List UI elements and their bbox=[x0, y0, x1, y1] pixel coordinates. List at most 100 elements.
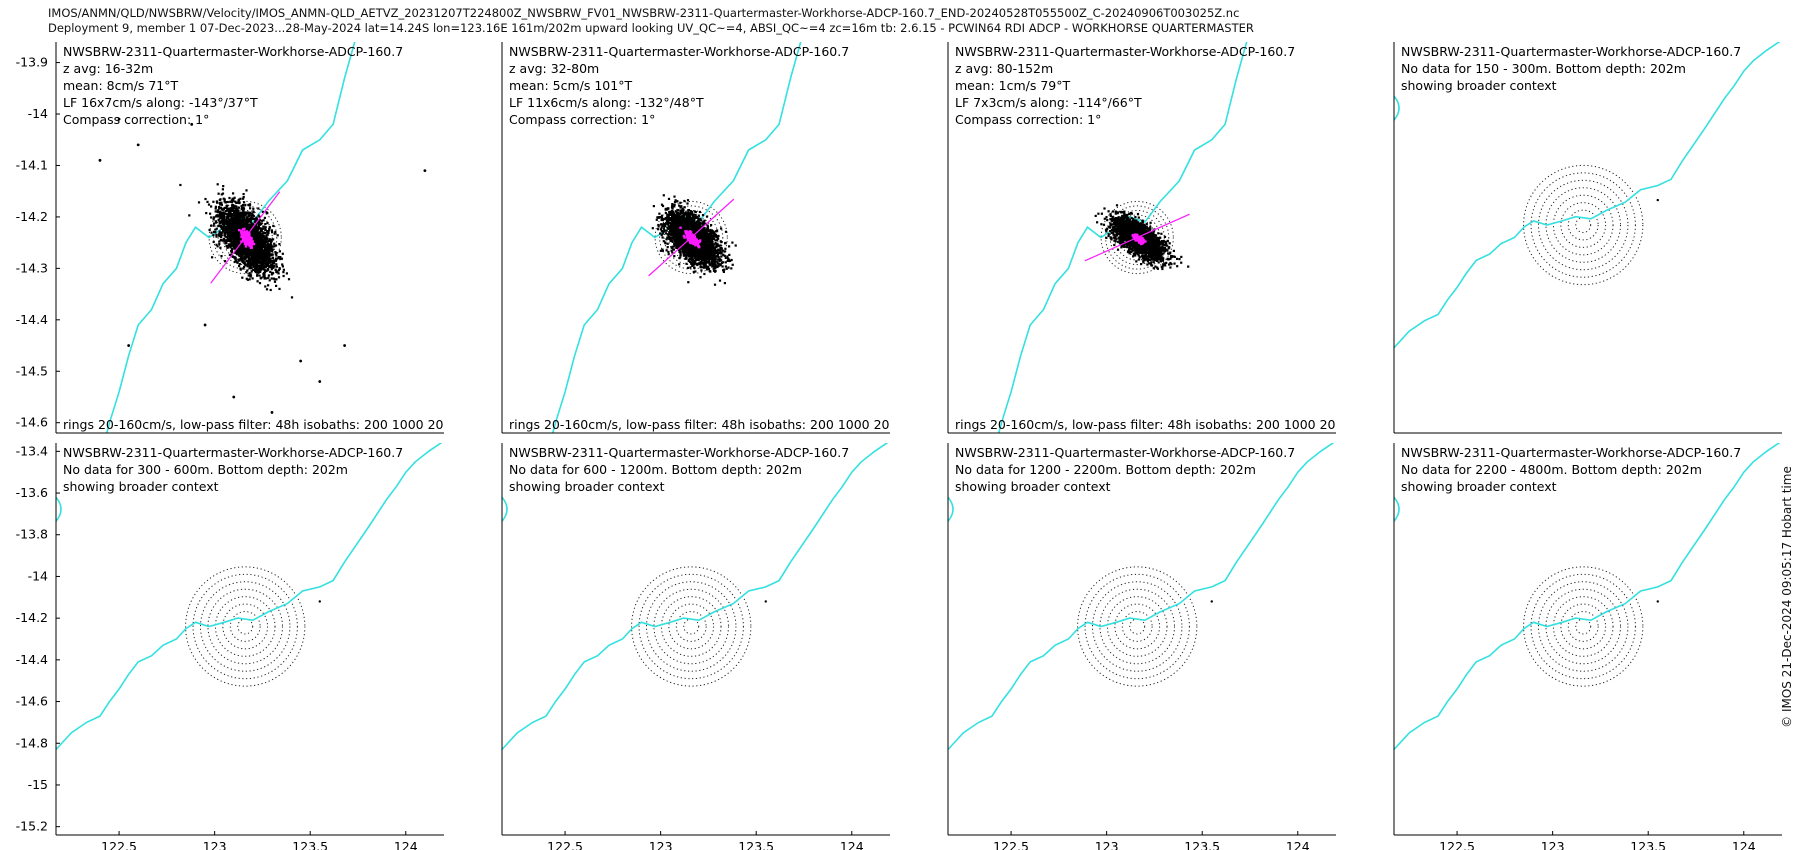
lowpass-point bbox=[246, 240, 249, 243]
scatter-point bbox=[212, 224, 215, 227]
scatter-point bbox=[216, 183, 219, 186]
y-tick-label: -14.6 bbox=[16, 415, 48, 430]
scatter-point bbox=[270, 246, 273, 249]
scatter-point bbox=[269, 270, 272, 273]
scatter-point bbox=[214, 205, 217, 208]
scatter-point bbox=[221, 222, 225, 225]
scatter-point bbox=[723, 268, 726, 271]
scatter-point bbox=[718, 259, 721, 263]
scatter-point bbox=[234, 214, 238, 217]
scatter-point bbox=[257, 214, 260, 217]
scatter-point bbox=[277, 269, 280, 272]
scatter-point bbox=[256, 280, 259, 283]
scatter-point bbox=[220, 224, 223, 227]
scatter-point bbox=[264, 236, 267, 239]
scatter-point bbox=[707, 230, 710, 233]
scatter-point bbox=[671, 210, 675, 213]
scatter-point bbox=[253, 234, 256, 237]
scatter-point bbox=[221, 216, 224, 219]
scatter-point bbox=[254, 232, 257, 235]
scatter-point bbox=[670, 230, 673, 233]
scatter-point bbox=[279, 256, 282, 259]
scatter-point bbox=[709, 251, 713, 254]
scatter-point bbox=[662, 227, 665, 230]
scatter-point bbox=[250, 261, 253, 264]
scatter-point bbox=[233, 241, 236, 245]
scatter-point bbox=[264, 247, 267, 250]
lowpass-point bbox=[244, 245, 248, 248]
scatter-point bbox=[226, 235, 230, 238]
scatter-point bbox=[223, 234, 226, 237]
scatter-point bbox=[716, 244, 719, 247]
scatter-point bbox=[257, 236, 260, 239]
scatter-point bbox=[287, 278, 291, 281]
scatter-point bbox=[262, 225, 265, 228]
scatter-point bbox=[232, 192, 235, 195]
scatter-point bbox=[253, 220, 256, 223]
scatter-point bbox=[671, 251, 674, 254]
scatter-point bbox=[215, 233, 218, 236]
scatter-point bbox=[223, 217, 226, 220]
scatter-point bbox=[244, 214, 247, 217]
scatter-point bbox=[264, 256, 268, 259]
scatter-point bbox=[234, 251, 237, 254]
scatter-point bbox=[734, 244, 737, 247]
scatter-point bbox=[267, 252, 271, 255]
scatter-point bbox=[221, 218, 224, 221]
scatter-point bbox=[242, 242, 245, 245]
scatter-point bbox=[259, 270, 262, 273]
scatter-point bbox=[210, 216, 213, 219]
scatter-point bbox=[222, 221, 226, 224]
scatter-point bbox=[269, 248, 272, 251]
scatter-point bbox=[661, 248, 664, 251]
scatter-point bbox=[247, 223, 250, 226]
scatter-point bbox=[712, 261, 715, 264]
scatter-point bbox=[268, 244, 271, 247]
scatter-point bbox=[213, 222, 216, 225]
y-tick-label: -14.5 bbox=[16, 363, 48, 378]
scatter-point bbox=[255, 242, 258, 245]
scatter-point bbox=[226, 246, 229, 249]
scatter-point bbox=[266, 233, 269, 236]
outlier-point bbox=[318, 380, 322, 383]
scatter-point bbox=[239, 258, 243, 261]
scatter-point bbox=[243, 256, 246, 259]
scatter-point bbox=[273, 245, 276, 248]
scatter-point bbox=[677, 233, 680, 236]
scatter-point bbox=[225, 216, 229, 219]
scatter-point bbox=[679, 247, 682, 250]
scatter-point bbox=[666, 233, 669, 236]
scatter-point bbox=[714, 239, 717, 242]
scatter-point bbox=[707, 258, 710, 261]
scatter-point bbox=[668, 219, 671, 222]
scatter-point bbox=[228, 253, 231, 257]
scatter-point bbox=[179, 183, 182, 187]
scatter-point bbox=[264, 245, 267, 248]
scatter-point bbox=[265, 241, 268, 244]
scatter-point bbox=[262, 251, 266, 254]
scatter-point bbox=[676, 243, 679, 246]
scatter-point bbox=[259, 262, 262, 265]
scatter-point bbox=[258, 223, 261, 226]
scatter-point bbox=[670, 226, 673, 229]
scatter-point bbox=[239, 268, 242, 271]
scatter-point bbox=[238, 252, 241, 255]
y-tick-label: -13.9 bbox=[16, 55, 48, 70]
scatter-point bbox=[249, 264, 252, 267]
scatter-point bbox=[668, 230, 671, 234]
scatter-point bbox=[236, 244, 240, 247]
scatter-point bbox=[720, 261, 723, 265]
scatter-point bbox=[255, 238, 259, 241]
scatter-point bbox=[264, 227, 267, 230]
scatter-point bbox=[710, 264, 713, 267]
scatter-point bbox=[683, 206, 686, 209]
scatter-point bbox=[232, 206, 235, 209]
scatter-point bbox=[216, 245, 219, 248]
scatter-point bbox=[692, 215, 695, 218]
scatter-point bbox=[699, 276, 702, 279]
scatter-point bbox=[223, 227, 226, 230]
scatter-point bbox=[220, 232, 223, 235]
scatter-point bbox=[276, 234, 279, 237]
scatter-point bbox=[243, 265, 246, 268]
scatter-point bbox=[694, 216, 697, 219]
